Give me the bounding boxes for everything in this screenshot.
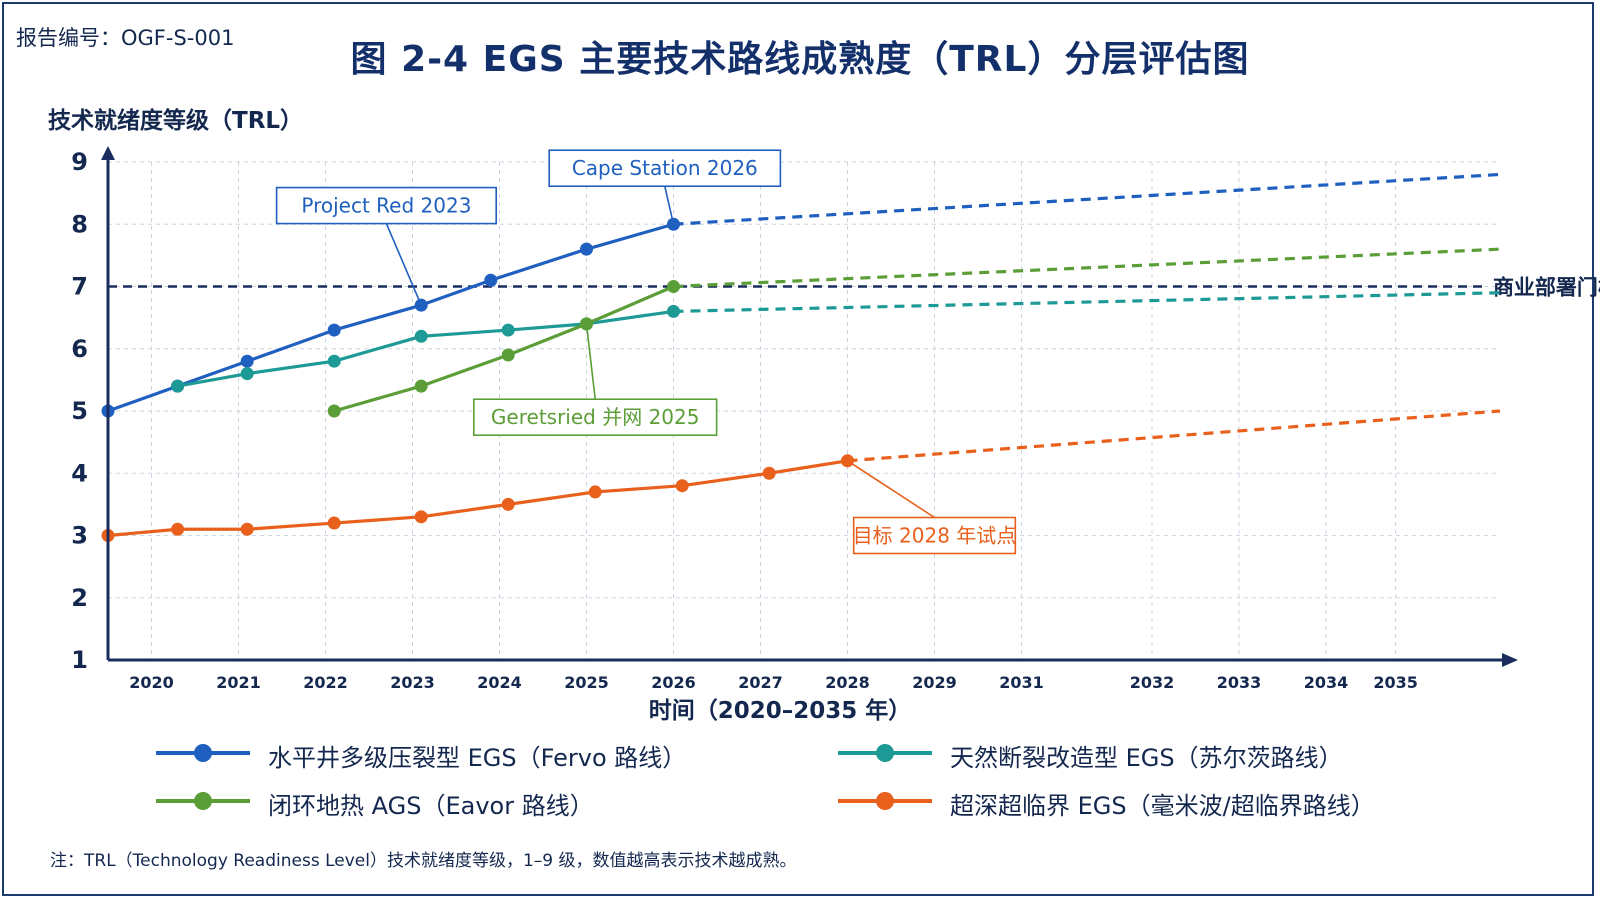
annotation-label: Cape Station 2026 <box>572 156 758 180</box>
x-tick-label: 2023 <box>390 673 435 692</box>
x-tick-label: 2032 <box>1130 673 1175 692</box>
footnote: 注：TRL（Technology Readiness Level）技术就绪度等级… <box>50 851 797 871</box>
series-1-point <box>414 329 428 343</box>
legend-label-supercritical: 超深超临界 EGS（毫米波/超临界路线） <box>950 792 1375 820</box>
x-tick-label: 2029 <box>912 673 957 692</box>
annotation-leader <box>847 460 935 519</box>
series-3-point <box>327 516 341 530</box>
series-1-point <box>667 304 680 318</box>
series-layer <box>101 172 1501 542</box>
y-tick-label: 3 <box>71 522 88 550</box>
y-tick-label: 1 <box>71 646 88 674</box>
series-0-point <box>327 323 341 337</box>
x-axis-title: 时间（2020–2035 年） <box>649 697 912 724</box>
series-3-point <box>588 485 602 499</box>
annotation-label: 目标 2028 年试点 <box>853 524 1017 548</box>
annotation-leader <box>585 323 596 400</box>
legend-swatch-soultz <box>838 744 932 762</box>
legend-label-eavor: 闭环地热 AGS（Eavor 路线） <box>268 792 594 820</box>
annotation-box <box>852 516 1017 555</box>
x-tick-label: 2020 <box>129 673 174 692</box>
annotation-box <box>548 149 782 188</box>
series-3-point <box>414 510 428 524</box>
threshold-layer: 商业部署门槛 <box>108 276 1600 300</box>
annotation-leader <box>385 223 422 306</box>
x-axis-arrow <box>1502 653 1518 667</box>
x-tick-label: 2024 <box>477 673 522 692</box>
series-1-point <box>171 379 185 393</box>
y-tick-label: 8 <box>71 210 88 238</box>
series-projection-2 <box>673 247 1501 289</box>
series-2-point <box>667 280 680 293</box>
y-tick-label: 9 <box>71 148 88 176</box>
series-0-point <box>240 354 254 368</box>
series-projection-1 <box>673 291 1501 313</box>
y-tick-label: 4 <box>71 459 88 487</box>
series-2-point <box>327 404 341 418</box>
series-line-3 <box>107 459 848 538</box>
series-0-point <box>580 242 593 256</box>
series-0-point <box>484 273 498 287</box>
x-tick-label: 2026 <box>651 673 696 692</box>
page-title: 图 2-4 EGS 主要技术路线成熟度（TRL）分层评估图 <box>350 39 1250 80</box>
axis-layer: 1 2 3 4 5 6 7 8 9 2020 2021 2022 2023 2024 2025 2026 202… <box>71 146 1518 692</box>
legend-label-fervo: 水平井多级压裂型 EGS（Fervo 路线） <box>268 744 687 772</box>
annotation-leader <box>664 186 675 225</box>
annotation-label: Geretsried 并网 2025 <box>491 405 700 429</box>
series-3-point <box>762 466 776 480</box>
y-axis-title: 技术就绪度等级（TRL） <box>48 107 303 134</box>
series-2-point <box>414 379 428 393</box>
series-1-point <box>240 367 254 381</box>
x-tick-label: 2022 <box>303 673 348 692</box>
annotation-box <box>472 398 718 437</box>
y-axis-arrow <box>101 146 115 160</box>
series-1-point <box>327 354 341 368</box>
x-tick-label: 2021 <box>216 673 261 692</box>
legend-swatch-supercritical <box>838 792 932 810</box>
series-3-point <box>501 497 515 511</box>
series-2-point <box>501 348 515 362</box>
series-projection-3 <box>847 409 1501 463</box>
x-tick-label: 2033 <box>1217 673 1262 692</box>
y-tick-label: 2 <box>71 584 88 612</box>
legend-swatch-eavor <box>156 792 250 810</box>
report-number: 报告编号：OGF-S-001 <box>16 26 235 50</box>
series-3-point <box>240 522 254 536</box>
x-tick-label: 2027 <box>738 673 783 692</box>
annotation-layer: Cape Station 2026 Project Red 2023 Geretsr… <box>275 149 1017 555</box>
annotation-label: Project Red 2023 <box>301 194 471 218</box>
legend-label-soultz: 天然断裂改造型 EGS（苏尔茨路线） <box>950 744 1343 772</box>
series-3-point <box>675 479 689 493</box>
y-tick-label: 5 <box>71 397 88 425</box>
x-tick-label: 2025 <box>564 673 609 692</box>
x-tick-label: 2028 <box>825 673 870 692</box>
x-tick-label: 2035 <box>1373 673 1418 692</box>
series-3-point <box>171 522 185 536</box>
series-projection-0 <box>673 172 1501 226</box>
series-1-point <box>501 323 515 337</box>
x-tick-label: 2031 <box>999 673 1044 692</box>
x-tick-label: 2034 <box>1304 673 1349 692</box>
threshold-label: 商业部署门槛 <box>1493 276 1600 300</box>
y-tick-label: 6 <box>71 335 88 363</box>
y-tick-label: 7 <box>71 273 88 301</box>
grid-layer <box>108 161 1500 660</box>
legend-swatch-fervo <box>156 744 250 762</box>
series-line-0 <box>107 222 674 413</box>
annotation-box <box>275 186 498 225</box>
